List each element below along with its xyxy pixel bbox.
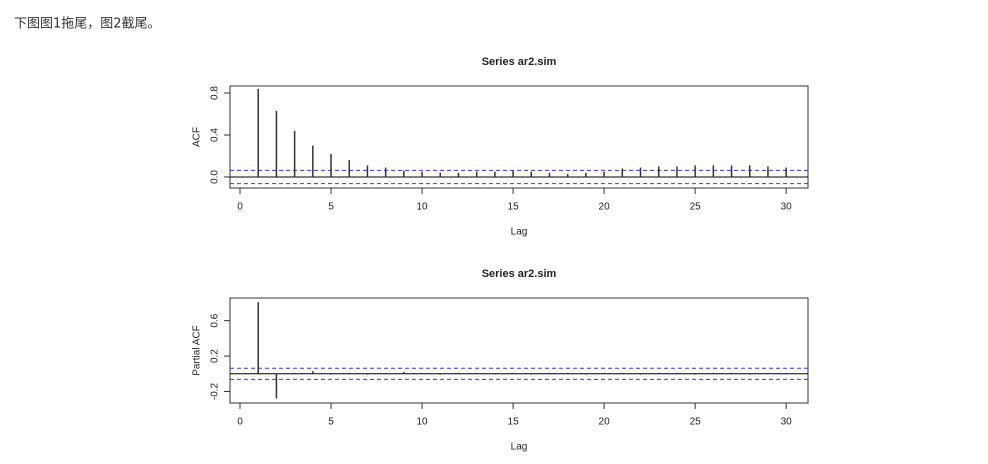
y-tick-label: 0.0 bbox=[210, 170, 221, 184]
y-tick-label: 0.2 bbox=[210, 349, 221, 363]
y-tick-label: -0.2 bbox=[210, 382, 221, 400]
x-tick-label: 15 bbox=[508, 417, 520, 428]
x-tick-label: 10 bbox=[416, 202, 428, 213]
chart-title: Series ar2.sim bbox=[482, 56, 557, 68]
intro-text: 下图图1拖尾，图2截尾。 bbox=[14, 17, 161, 32]
x-tick-label: 30 bbox=[781, 202, 793, 213]
x-tick-label: 15 bbox=[508, 202, 520, 213]
y-tick-label: 0.8 bbox=[210, 86, 221, 100]
x-tick-label: 0 bbox=[237, 202, 243, 213]
chart-title: Series ar2.sim bbox=[482, 268, 557, 280]
y-axis-label: Partial ACF bbox=[192, 325, 203, 376]
y-tick-label: 0.4 bbox=[210, 128, 221, 142]
plot-frame bbox=[229, 297, 809, 404]
x-tick-label: 10 bbox=[416, 417, 428, 428]
x-tick-label: 5 bbox=[328, 202, 334, 213]
x-tick-label: 30 bbox=[781, 417, 793, 428]
y-axis-label: ACF bbox=[192, 127, 203, 147]
y-tick-label: 0.6 bbox=[210, 313, 221, 327]
x-tick-label: 20 bbox=[599, 417, 611, 428]
x-axis-label: Lag bbox=[511, 227, 528, 238]
plot-frame bbox=[229, 85, 809, 189]
x-tick-label: 25 bbox=[690, 202, 702, 213]
x-tick-label: 25 bbox=[690, 417, 702, 428]
x-axis-label: Lag bbox=[511, 442, 528, 453]
x-tick-label: 0 bbox=[237, 417, 243, 428]
x-tick-label: 5 bbox=[328, 417, 334, 428]
x-tick-label: 20 bbox=[599, 202, 611, 213]
